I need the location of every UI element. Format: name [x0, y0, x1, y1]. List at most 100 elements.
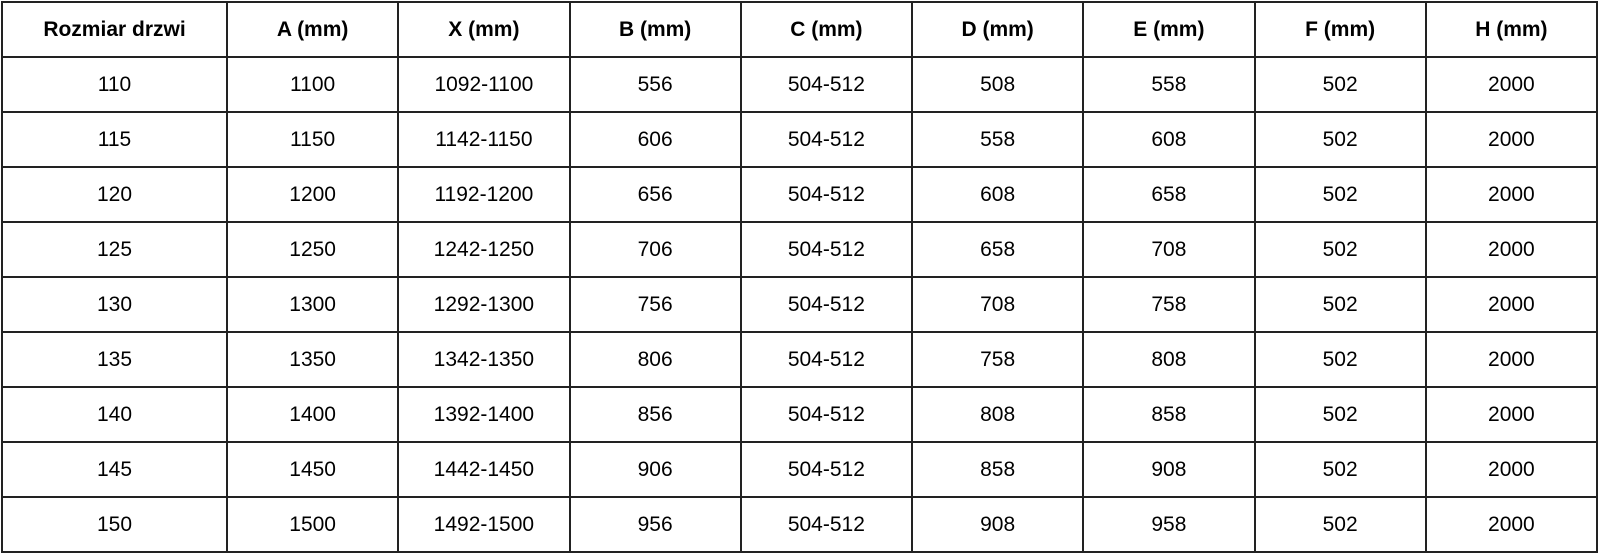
table-cell: 140: [1, 386, 228, 443]
table-row: 140 1400 1392-1400 856 504-512 808 858 502 2000: [1, 386, 1599, 443]
table-cell: 658: [1082, 166, 1256, 223]
table-cell: 606: [568, 111, 742, 168]
column-header: A (mm): [225, 1, 400, 58]
column-header: F (mm): [1253, 1, 1427, 58]
table-cell: 504-512: [739, 331, 914, 388]
table-cell: 1100: [225, 56, 400, 113]
column-header: X (mm): [397, 1, 571, 58]
table-cell: 758: [1082, 276, 1256, 333]
column-header: B (mm): [568, 1, 742, 58]
table-cell: 1500: [225, 496, 400, 553]
table-cell: 120: [1, 166, 228, 223]
table-row: 150 1500 1492-1500 956 504-512 908 958 502 2000: [1, 496, 1599, 553]
column-header: E (mm): [1082, 1, 1256, 58]
table-cell: 150: [1, 496, 228, 553]
table-cell: 1400: [225, 386, 400, 443]
table-cell: 708: [1082, 221, 1256, 278]
table-cell: 1292-1300: [397, 276, 571, 333]
table-cell: 556: [568, 56, 742, 113]
table-cell: 502: [1253, 441, 1427, 498]
table-cell: 130: [1, 276, 228, 333]
table-cell: 504-512: [739, 111, 914, 168]
table-cell: 504-512: [739, 56, 914, 113]
table-cell: 906: [568, 441, 742, 498]
table-row: 110 1100 1092-1100 556 504-512 508 558 502 2000: [1, 56, 1599, 113]
table-cell: 858: [1082, 386, 1256, 443]
table-cell: 1450: [225, 441, 400, 498]
table-cell: 502: [1253, 386, 1427, 443]
table-cell: 708: [910, 276, 1085, 333]
table-cell: 1350: [225, 331, 400, 388]
table-cell: 1492-1500: [397, 496, 571, 553]
table-cell: 2000: [1424, 276, 1599, 333]
header-row: Rozmiar drzwi A (mm) X (mm) B (mm) C (mm) D (…: [1, 1, 1599, 58]
table-cell: 908: [910, 496, 1085, 553]
table-cell: 656: [568, 166, 742, 223]
column-header: H (mm): [1424, 1, 1599, 58]
table-cell: 2000: [1424, 111, 1599, 168]
table-cell: 658: [910, 221, 1085, 278]
table-cell: 608: [1082, 111, 1256, 168]
table-cell: 956: [568, 496, 742, 553]
table-row: 135 1350 1342-1350 806 504-512 758 808 502 2000: [1, 331, 1599, 388]
table-cell: 1242-1250: [397, 221, 571, 278]
table-cell: 115: [1, 111, 228, 168]
table-row: 145 1450 1442-1450 906 504-512 858 908 502 2000: [1, 441, 1599, 498]
table-cell: 110: [1, 56, 228, 113]
table-row: 125 1250 1242-1250 706 504-512 658 708 502 2000: [1, 221, 1599, 278]
table-row: 120 1200 1192-1200 656 504-512 608 658 502 2000: [1, 166, 1599, 223]
table-cell: 502: [1253, 166, 1427, 223]
table-cell: 1200: [225, 166, 400, 223]
table-cell: 1192-1200: [397, 166, 571, 223]
table-cell: 502: [1253, 56, 1427, 113]
table-cell: 1092-1100: [397, 56, 571, 113]
table-cell: 2000: [1424, 56, 1599, 113]
table-cell: 558: [910, 111, 1085, 168]
table-cell: 2000: [1424, 496, 1599, 553]
table-cell: 125: [1, 221, 228, 278]
table-cell: 758: [910, 331, 1085, 388]
column-header: D (mm): [910, 1, 1085, 58]
table-cell: 2000: [1424, 441, 1599, 498]
table-cell: 756: [568, 276, 742, 333]
table-cell: 706: [568, 221, 742, 278]
table-cell: 502: [1253, 331, 1427, 388]
table-cell: 504-512: [739, 386, 914, 443]
table-cell: 504-512: [739, 221, 914, 278]
table-cell: 2000: [1424, 221, 1599, 278]
table-cell: 2000: [1424, 331, 1599, 388]
table-cell: 2000: [1424, 386, 1599, 443]
table-cell: 1342-1350: [397, 331, 571, 388]
table-cell: 608: [910, 166, 1085, 223]
table-cell: 806: [568, 331, 742, 388]
table-cell: 502: [1253, 221, 1427, 278]
table-cell: 558: [1082, 56, 1256, 113]
table-cell: 1150: [225, 111, 400, 168]
table-cell: 808: [1082, 331, 1256, 388]
table-cell: 1392-1400: [397, 386, 571, 443]
table-row: 130 1300 1292-1300 756 504-512 708 758 502 2000: [1, 276, 1599, 333]
table-cell: 145: [1, 441, 228, 498]
table-cell: 1250: [225, 221, 400, 278]
table-cell: 1442-1450: [397, 441, 571, 498]
table-cell: 808: [910, 386, 1085, 443]
column-header: Rozmiar drzwi: [1, 1, 228, 58]
table-cell: 1142-1150: [397, 111, 571, 168]
table-cell: 135: [1, 331, 228, 388]
table-cell: 508: [910, 56, 1085, 113]
table-cell: 908: [1082, 441, 1256, 498]
table-cell: 502: [1253, 111, 1427, 168]
table-cell: 958: [1082, 496, 1256, 553]
table-cell: 504-512: [739, 496, 914, 553]
table-cell: 504-512: [739, 166, 914, 223]
table-cell: 504-512: [739, 441, 914, 498]
table-cell: 502: [1253, 276, 1427, 333]
table-cell: 856: [568, 386, 742, 443]
table-cell: 1300: [225, 276, 400, 333]
table-row: 115 1150 1142-1150 606 504-512 558 608 502 2000: [1, 111, 1599, 168]
table-cell: 2000: [1424, 166, 1599, 223]
table-cell: 504-512: [739, 276, 914, 333]
column-header: C (mm): [739, 1, 914, 58]
table-cell: 858: [910, 441, 1085, 498]
